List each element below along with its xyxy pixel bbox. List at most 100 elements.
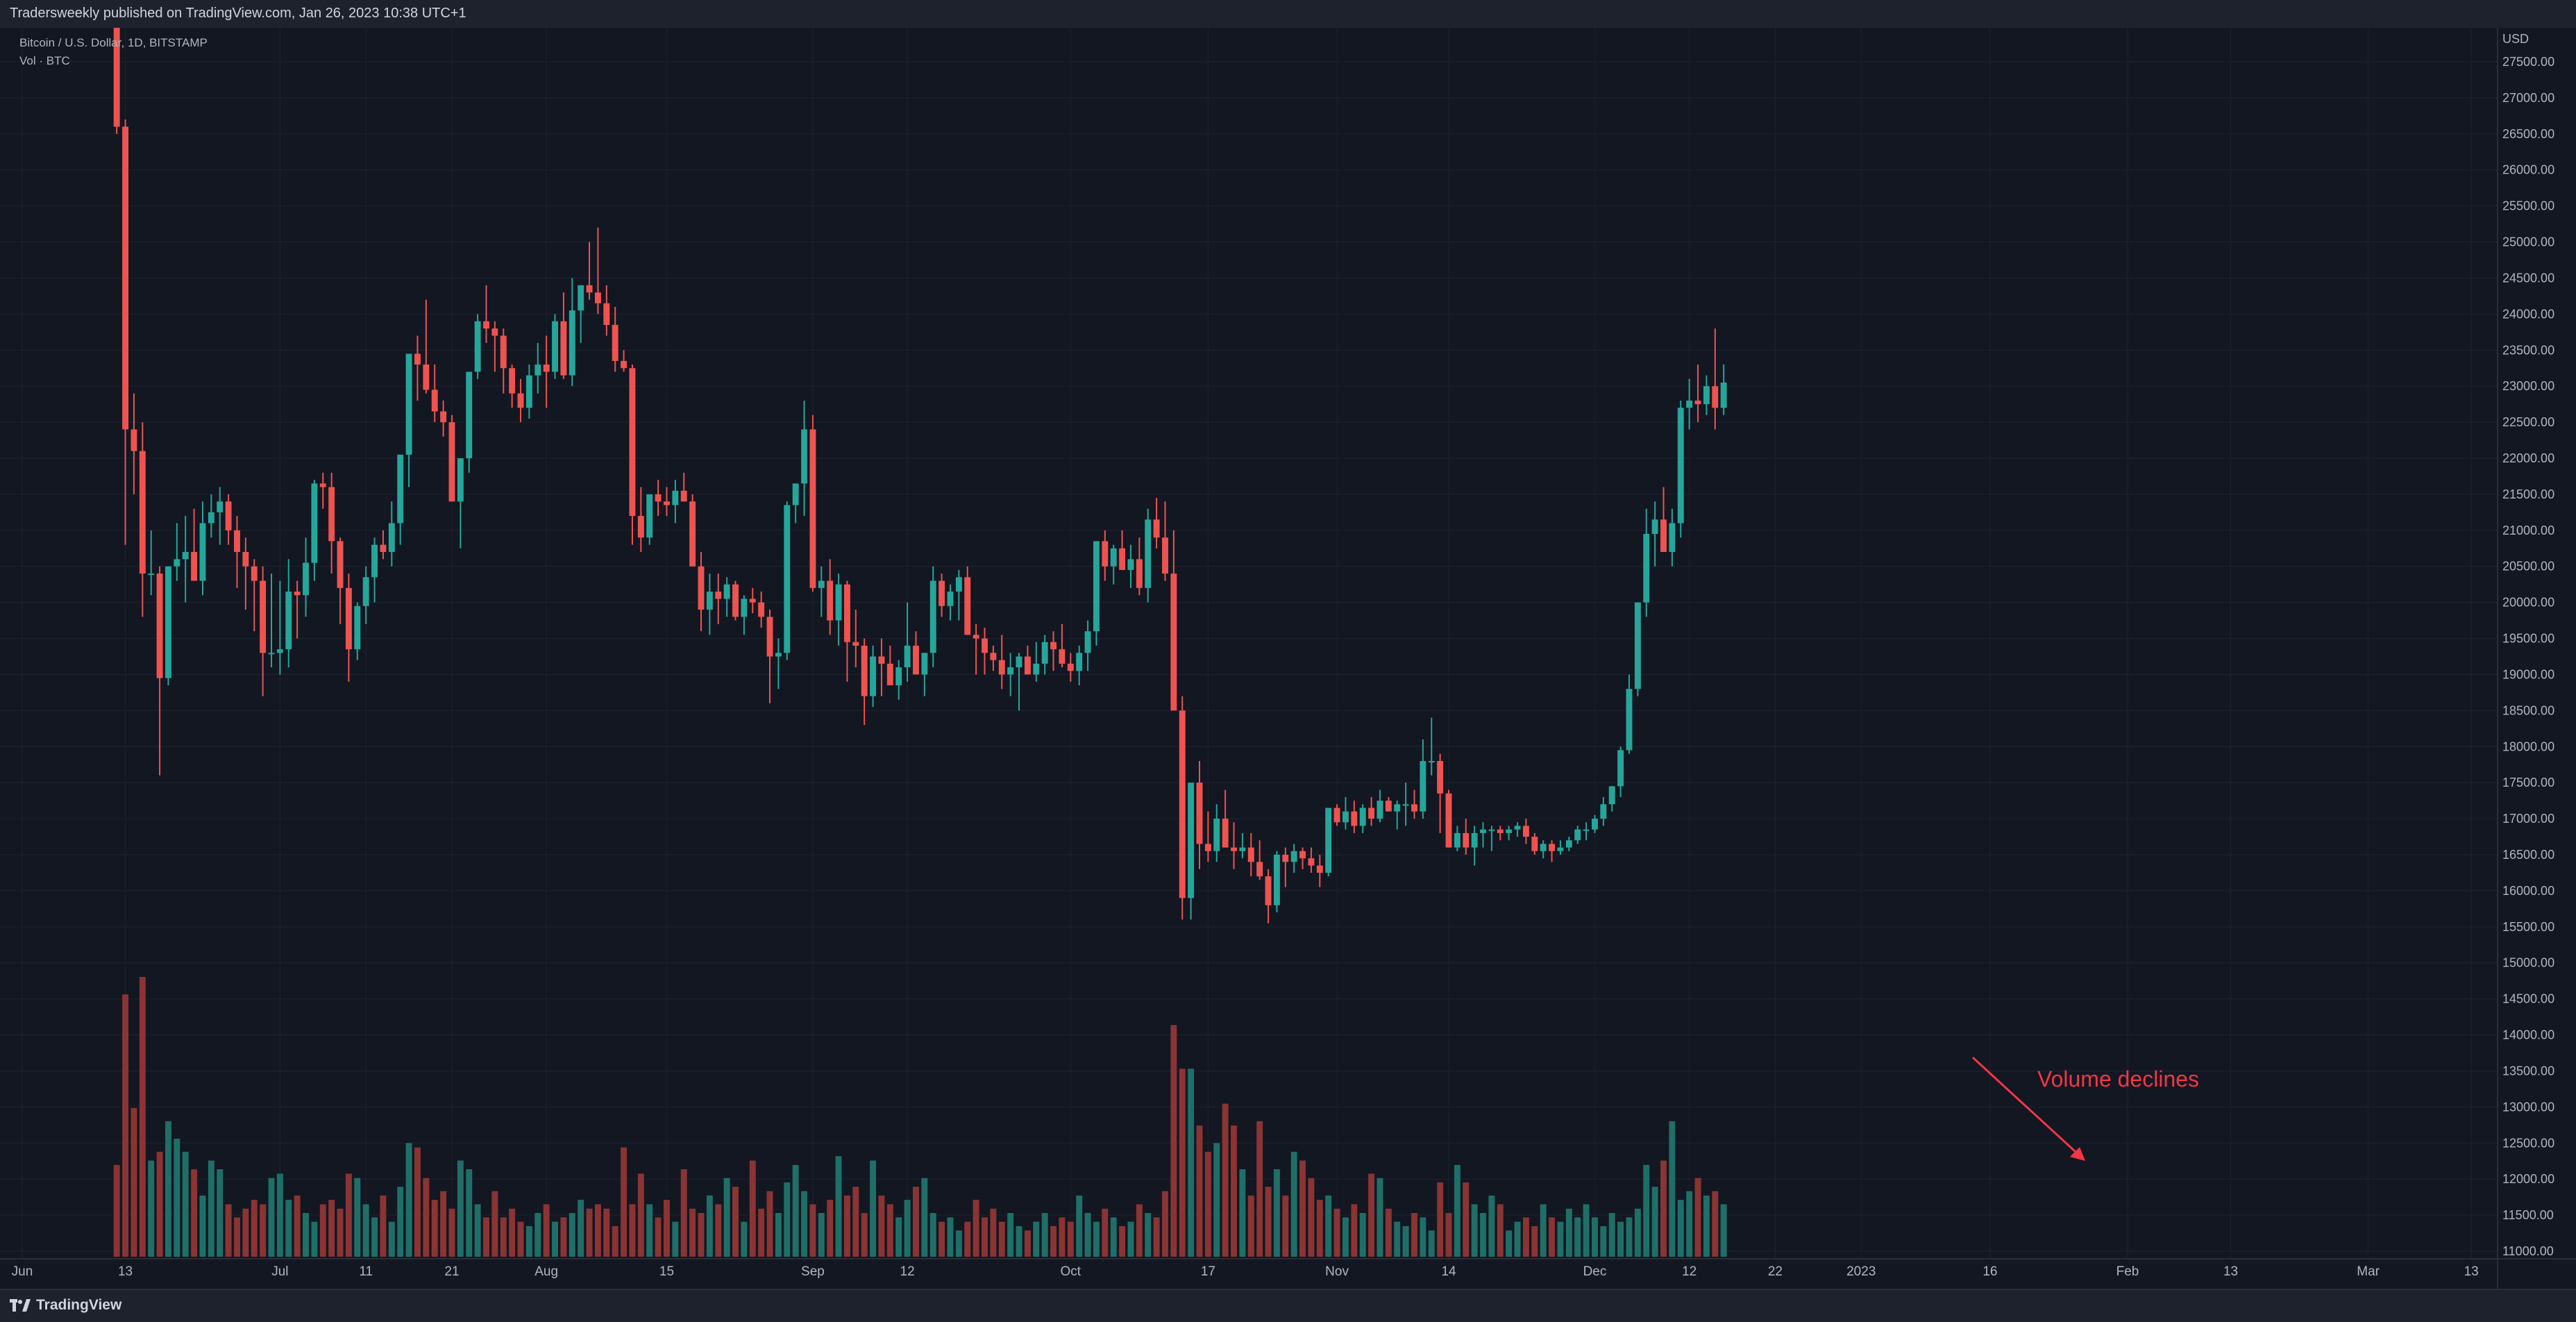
- candle-body: [199, 523, 206, 581]
- annotation-arrow: [1971, 1056, 2084, 1160]
- candle-body: [1119, 548, 1126, 570]
- candle-body: [1368, 808, 1375, 819]
- candle-body: [1514, 826, 1521, 830]
- candle-body: [1333, 808, 1340, 823]
- volume-bar: [1643, 1164, 1650, 1257]
- volume-bar: [913, 1187, 919, 1257]
- price-tick-label: 20000.00: [2502, 596, 2554, 610]
- candle-body: [174, 559, 180, 567]
- volume-bar: [414, 1147, 421, 1257]
- volume-bar: [964, 1221, 971, 1257]
- candle-body: [732, 584, 739, 617]
- candle-body: [466, 371, 473, 458]
- volume-bar: [276, 1173, 283, 1257]
- volume-bar: [217, 1169, 224, 1257]
- candle-body: [1565, 840, 1572, 848]
- volume-bar: [1592, 1217, 1598, 1257]
- candle-body: [552, 321, 558, 372]
- volume-bar: [337, 1208, 344, 1257]
- tradingview-logo[interactable]: TradingView: [10, 1297, 121, 1314]
- candle-body: [1059, 649, 1066, 664]
- time-tick-label: 16: [1982, 1264, 1997, 1279]
- candle-body: [870, 656, 877, 696]
- volume-bar: [174, 1138, 180, 1257]
- candle-body: [664, 501, 670, 505]
- volume-bar: [303, 1213, 309, 1257]
- volume-bar: [1540, 1204, 1547, 1257]
- volume-bar: [1402, 1225, 1409, 1257]
- candle-body: [1394, 804, 1401, 812]
- volume-bar: [1420, 1217, 1426, 1257]
- candle-body: [448, 422, 455, 502]
- volume-bar: [1506, 1230, 1513, 1257]
- price-tick-label: 13500.00: [2502, 1064, 2554, 1078]
- volume-bar: [1188, 1069, 1195, 1257]
- volume-bar: [835, 1156, 842, 1257]
- candle-body: [1316, 865, 1323, 873]
- volume-bar: [732, 1187, 739, 1257]
- volume-bar: [1522, 1217, 1529, 1257]
- candle-body: [371, 544, 378, 578]
- candle-body: [929, 580, 936, 653]
- volume-bar: [474, 1204, 481, 1257]
- volume-bar: [208, 1160, 214, 1257]
- candle-body: [1179, 710, 1186, 898]
- volume-bar: [448, 1208, 455, 1257]
- volume-bar: [525, 1225, 532, 1257]
- volume-bar: [612, 1225, 618, 1257]
- volume-bar: [801, 1191, 807, 1257]
- volume-bar: [715, 1204, 722, 1257]
- volume-bar: [234, 1217, 240, 1257]
- volume-bar: [1204, 1151, 1211, 1257]
- time-tick-label: 13: [2223, 1264, 2238, 1279]
- time-tick-label: Dec: [1583, 1264, 1607, 1279]
- candle-body: [1282, 855, 1289, 862]
- price-chart[interactable]: 27500.00 27000.00 26500.00 26000.00 25500.00…: [0, 28, 2576, 1289]
- volume-bar: [1136, 1204, 1143, 1257]
- candle-body: [913, 645, 919, 675]
- price-tick-label: 16500.00: [2502, 848, 2554, 862]
- volume-bar: [878, 1195, 885, 1257]
- candle-body: [1669, 523, 1676, 552]
- volume-bar: [1497, 1204, 1504, 1257]
- price-tick-label: 21500.00: [2502, 487, 2554, 501]
- candle-body: [525, 375, 532, 408]
- volume-bar: [1325, 1195, 1332, 1257]
- volume-bar: [1694, 1178, 1701, 1257]
- volume-bar: [1213, 1143, 1220, 1257]
- candle-body: [1351, 811, 1358, 826]
- candle-body: [1428, 761, 1435, 763]
- volume-bar: [775, 1213, 782, 1257]
- time-tick-label: 17: [1201, 1264, 1215, 1279]
- volume-bar: [664, 1200, 670, 1257]
- candle-body: [964, 577, 971, 635]
- volume-bar: [870, 1160, 877, 1257]
- candle-body: [1213, 819, 1220, 851]
- volume-bar: [1231, 1126, 1237, 1257]
- time-tick-label: 13: [2464, 1264, 2479, 1279]
- candle-body: [148, 574, 155, 576]
- candle-body: [1454, 832, 1460, 848]
- candle-body: [440, 411, 447, 423]
- volume-bar: [1222, 1103, 1229, 1257]
- volume-bar: [1712, 1191, 1719, 1257]
- candle-body: [294, 592, 301, 596]
- time-tick-label: Feb: [2116, 1264, 2139, 1279]
- candle-body: [311, 483, 318, 563]
- volume-legend: Vol · BTC: [19, 54, 70, 67]
- candle-body: [1540, 844, 1547, 851]
- volume-bar: [1050, 1225, 1057, 1257]
- candle-body: [268, 653, 275, 655]
- volume-bar: [1308, 1178, 1315, 1257]
- volume-bar: [886, 1204, 893, 1257]
- volume-bar: [1660, 1160, 1667, 1257]
- price-tick-label: 23000.00: [2502, 379, 2554, 393]
- volume-bar: [1359, 1213, 1366, 1257]
- volume-bar: [1007, 1213, 1014, 1257]
- volume-bar: [818, 1213, 825, 1257]
- candle-body: [1273, 855, 1280, 905]
- volume-bar: [1480, 1213, 1486, 1257]
- candle-body: [990, 653, 997, 660]
- price-tick-label: 17500.00: [2502, 776, 2554, 789]
- volume-bar: [156, 1151, 163, 1257]
